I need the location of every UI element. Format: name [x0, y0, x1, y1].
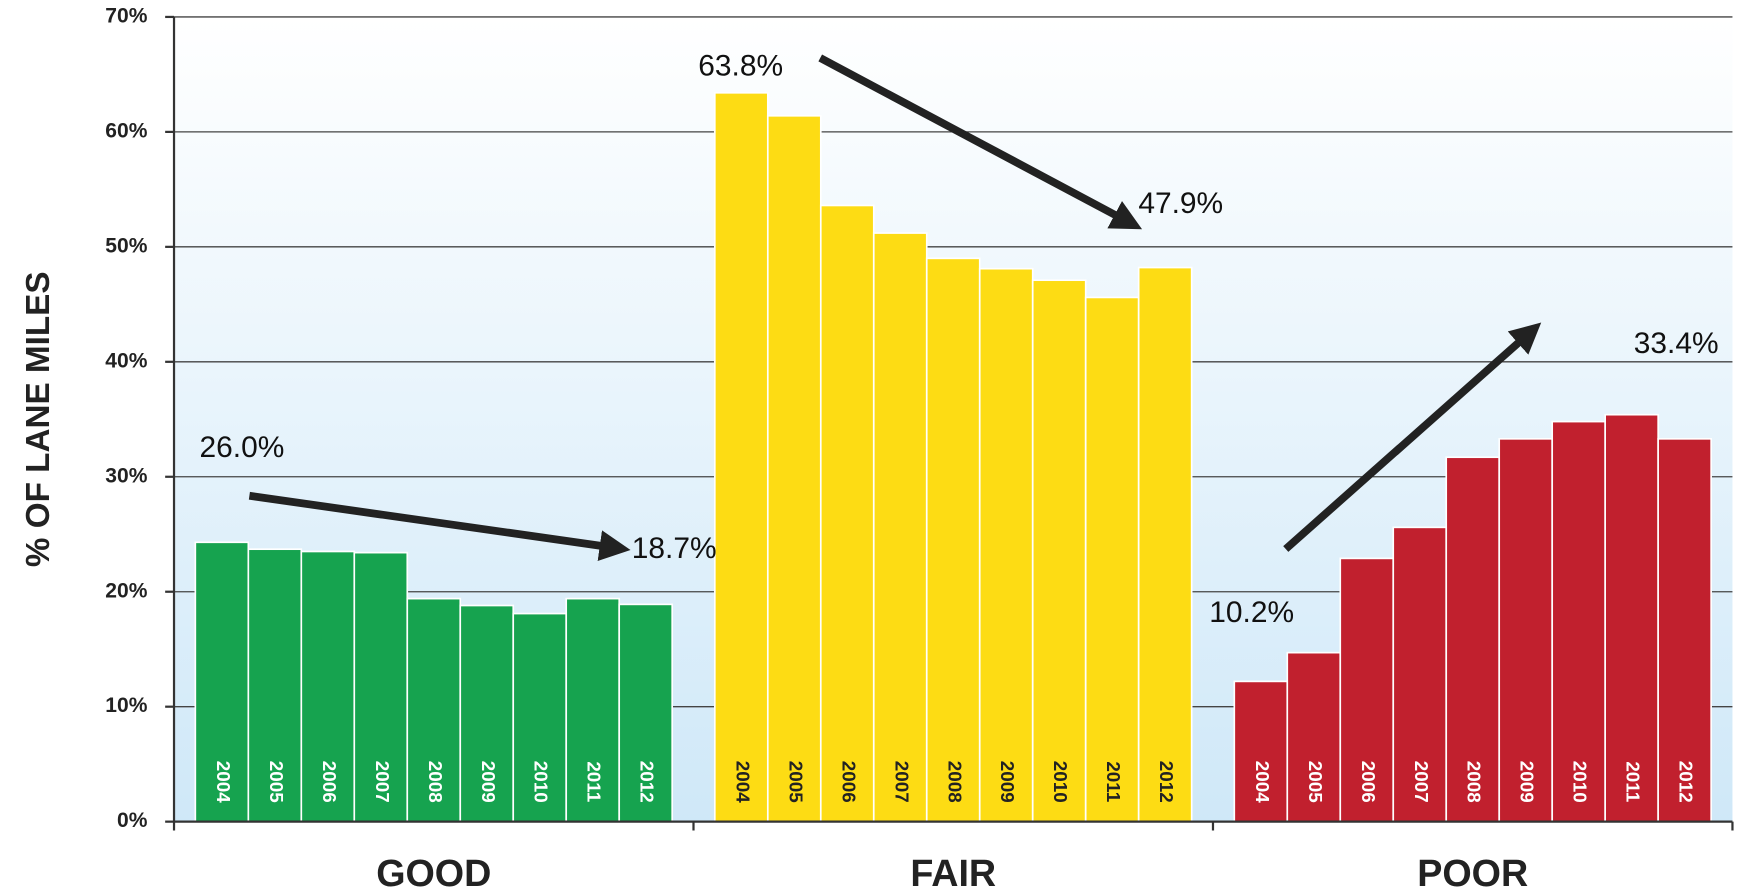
annotation: 63.8%: [698, 50, 783, 83]
trend-arrows: [248, 54, 1542, 562]
annotation: 10.2%: [1209, 596, 1294, 629]
year-label: 2010: [1570, 761, 1591, 803]
y-tick-label: 50%: [105, 234, 147, 257]
year-label: 2009: [997, 761, 1018, 803]
y-tick-label: 70%: [105, 4, 147, 27]
bar: [300, 550, 356, 823]
annotation: 26.0%: [200, 431, 285, 464]
y-tick-label: 0%: [117, 809, 148, 832]
arrow: [248, 491, 631, 562]
bar: [1233, 680, 1289, 823]
group-label: POOR: [1417, 852, 1528, 894]
bar: [1339, 557, 1395, 823]
year-label: 2004: [732, 761, 753, 803]
y-tick-label: 40%: [105, 349, 147, 372]
year-label: 2005: [785, 761, 806, 803]
arrow: [1283, 322, 1542, 552]
annotation: 33.4%: [1634, 327, 1719, 360]
bar: [1551, 420, 1607, 823]
bar: [406, 597, 462, 823]
year-label: 2012: [637, 761, 658, 803]
year-label: 2006: [1358, 761, 1379, 803]
year-label: 2009: [1517, 761, 1538, 803]
year-label: 2007: [372, 761, 393, 803]
year-label: 2008: [1464, 761, 1485, 803]
y-tick-label: 60%: [105, 119, 147, 142]
year-label: 2011: [1103, 761, 1124, 802]
y-tick-label: 30%: [105, 464, 147, 487]
year-label: 2004: [213, 761, 234, 803]
y-tick-label: 20%: [105, 579, 147, 602]
year-label: 2008: [944, 761, 965, 803]
year-label: 2008: [425, 761, 446, 803]
bar: [618, 603, 674, 823]
annotation: 47.9%: [1138, 187, 1223, 220]
bar: [872, 232, 928, 823]
year-label: 2012: [1156, 761, 1177, 803]
bar: [766, 114, 822, 823]
bar: [353, 551, 409, 823]
bar: [713, 91, 769, 823]
year-label: 2007: [1411, 761, 1432, 803]
bar: [1392, 526, 1448, 823]
bar: [1084, 296, 1140, 823]
year-label: 2006: [838, 761, 859, 803]
year-label: 2006: [319, 761, 340, 803]
year-label: 2005: [1305, 761, 1326, 803]
year-label: 2009: [478, 761, 499, 803]
y-tick-label: 10%: [105, 694, 147, 717]
year-label: 2012: [1676, 761, 1697, 803]
year-label: 2005: [266, 761, 287, 803]
bar: [1604, 413, 1659, 823]
year-label: 2011: [584, 761, 605, 802]
bar: [978, 267, 1034, 823]
bar: [1657, 438, 1712, 823]
bar: [1498, 438, 1554, 823]
bar: [925, 257, 981, 823]
bar: [819, 204, 875, 823]
year-label: 2010: [531, 761, 552, 803]
year-label: 2011: [1623, 761, 1644, 802]
year-label: 2010: [1050, 761, 1071, 803]
group-label: GOOD: [376, 852, 491, 894]
annotation: 18.7%: [632, 532, 717, 565]
bar: [1286, 651, 1342, 823]
bar: [565, 597, 621, 823]
bar: [1031, 279, 1087, 823]
group-label: FAIR: [910, 852, 996, 894]
year-label: 2007: [891, 761, 912, 803]
bar: [1137, 266, 1193, 823]
year-label: 2004: [1252, 761, 1273, 803]
arrow: [818, 54, 1143, 230]
y-axis-label: % OF LANE MILES: [20, 272, 57, 568]
